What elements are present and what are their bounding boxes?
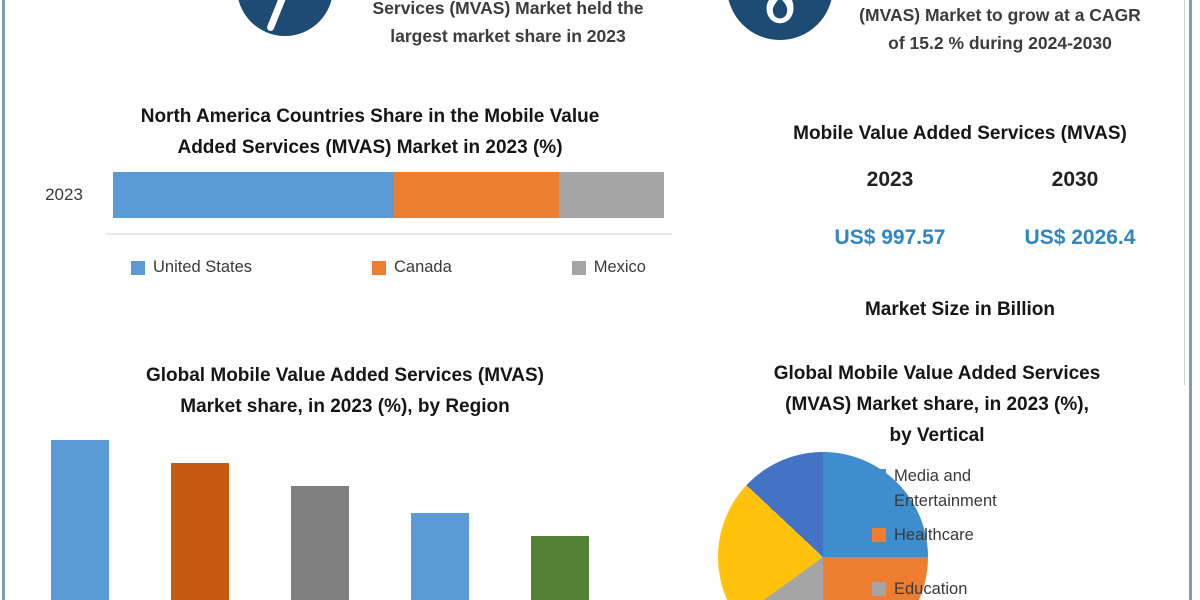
legend-swatch bbox=[371, 260, 386, 275]
legend-swatch bbox=[872, 582, 886, 596]
fact-right-line-1: (MVAS) Market to grow at a CAGR bbox=[859, 5, 1141, 25]
vertical-pie-title: Global Mobile Value Added Services (MVAS… bbox=[703, 358, 1171, 451]
vertical-pie-title-line-2: (MVAS) Market share, in 2023 (%), bbox=[785, 394, 1089, 415]
flame-icon bbox=[727, 0, 833, 40]
region-bar-1 bbox=[51, 440, 109, 600]
flame-glyph bbox=[766, 0, 794, 24]
stats-value-2030: US$ 2026.4 bbox=[1024, 226, 1136, 249]
fact-right-line-2: of 15.2 % during 2024-2030 bbox=[888, 33, 1112, 53]
region-bar-5 bbox=[531, 536, 589, 600]
fact-left-line-1: Services (MVAS) Market held the bbox=[372, 0, 644, 18]
vertical-pie-title-line-1: Global Mobile Value Added Services bbox=[773, 363, 1101, 384]
legend-item-media-and-entertainment: Media and Entertainment bbox=[872, 464, 1042, 514]
region-chart-title-line-2: Market share, in 2023 (%), by Region bbox=[180, 396, 510, 417]
frame-border-left bbox=[2, 0, 5, 600]
stacked-bar-chart bbox=[113, 172, 664, 218]
stats-value-2023: US$ 997.57 bbox=[834, 226, 946, 249]
stacked-chart-category-label: 2023 bbox=[45, 185, 83, 204]
stats-year-2030: 2030 bbox=[1051, 168, 1099, 191]
stats-panel-title: Mobile Value Added Services (MVAS) bbox=[793, 123, 1127, 144]
legend-item-healthcare: Healthcare bbox=[872, 523, 1042, 548]
stacked-segment-canada bbox=[394, 172, 560, 218]
fact-left-text: Services (MVAS) Market held the largest … bbox=[343, 0, 673, 50]
stacked-chart-axis-line bbox=[106, 233, 672, 235]
legend-label: Media and Entertainment bbox=[894, 467, 997, 510]
gauge-needle bbox=[266, 0, 290, 32]
region-bar-3 bbox=[291, 486, 349, 600]
legend-swatch bbox=[131, 260, 145, 275]
legend-swatch bbox=[872, 528, 886, 542]
region-bar-2 bbox=[171, 463, 229, 600]
vertical-pie-legend: Media and Entertainment Healthcare Educati… bbox=[872, 464, 1042, 600]
stacked-chart-title-line-2: Added Services (MVAS) Market in 2023 (%) bbox=[177, 137, 563, 158]
stacked-chart-legend: United States Canada Mexico bbox=[113, 258, 664, 277]
legend-label: Mexico bbox=[593, 258, 646, 276]
stacked-segment-united-states bbox=[113, 172, 395, 218]
stats-year-2023: 2023 bbox=[866, 168, 914, 191]
region-bar-chart bbox=[40, 430, 650, 600]
panel-border-line bbox=[1184, 0, 1185, 385]
legend-label: United States bbox=[153, 258, 253, 276]
frame-border-right bbox=[1189, 0, 1192, 600]
gauge-icon bbox=[237, 0, 333, 36]
stacked-chart-title: North America Countries Share in the Mob… bbox=[50, 101, 690, 163]
legend-item-education: Education bbox=[872, 577, 1042, 600]
legend-label: Education bbox=[894, 580, 968, 598]
legend-item-canada: Canada bbox=[371, 258, 452, 277]
fact-right-text: (MVAS) Market to grow at a CAGR of 15.2 … bbox=[835, 1, 1165, 57]
stacked-segment-mexico bbox=[559, 172, 664, 218]
stacked-chart-title-line-1: North America Countries Share in the Mob… bbox=[140, 106, 600, 127]
region-chart-title: Global Mobile Value Added Services (MVAS… bbox=[45, 360, 645, 422]
vertical-pie-title-line-3: by Vertical bbox=[889, 425, 985, 446]
legend-item-mexico: Mexico bbox=[571, 258, 646, 277]
legend-swatch bbox=[872, 469, 886, 483]
legend-item-united-states: United States bbox=[131, 258, 252, 277]
fact-left-line-2: largest market share in 2023 bbox=[390, 26, 626, 46]
stats-panel-caption: Market Size in Billion bbox=[864, 299, 1056, 320]
region-chart-title-line-1: Global Mobile Value Added Services (MVAS… bbox=[145, 365, 545, 386]
legend-label: Canada bbox=[393, 258, 452, 276]
legend-label: Healthcare bbox=[894, 526, 974, 544]
region-bar-4 bbox=[411, 513, 469, 600]
legend-swatch bbox=[571, 260, 586, 275]
